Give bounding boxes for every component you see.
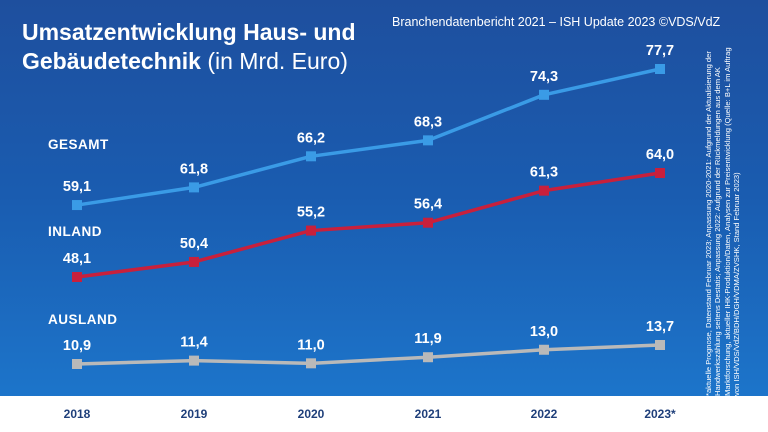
- series-label-gesamt: GESAMT: [48, 137, 109, 152]
- data-point-ausland-0: [72, 359, 82, 369]
- x-tick-label-3: 2021: [415, 407, 442, 421]
- data-label-inland-5: 64,0: [646, 147, 674, 163]
- data-label-gesamt-4: 74,3: [530, 69, 558, 85]
- data-point-inland-0: [72, 272, 82, 282]
- data-label-ausland-2: 11,0: [297, 337, 324, 353]
- chart-title: Umsatzentwicklung Haus- und Gebäudetechn…: [22, 18, 356, 76]
- x-tick-label-2: 2020: [298, 407, 325, 421]
- data-point-ausland-5: [655, 340, 665, 350]
- series-line-ausland: [76, 343, 661, 366]
- data-label-gesamt-0: 59,1: [63, 179, 91, 195]
- data-point-ausland-4: [539, 344, 549, 355]
- x-tick-label-1: 2019: [181, 407, 208, 421]
- data-label-gesamt-1: 61,8: [180, 161, 208, 177]
- title-line-1: Umsatzentwicklung Haus- und: [22, 19, 356, 45]
- data-label-inland-0: 48,1: [63, 251, 91, 267]
- series-line-gesamt: [76, 67, 661, 207]
- x-tick-label-0: 2018: [64, 407, 91, 421]
- data-point-inland-5: [655, 168, 665, 178]
- data-label-ausland-3: 11,9: [414, 331, 441, 347]
- data-label-gesamt-2: 66,2: [297, 130, 325, 146]
- x-axis-band: [0, 396, 768, 432]
- data-label-gesamt-5: 77,7: [646, 43, 674, 59]
- data-point-inland-4: [539, 185, 549, 196]
- series-line-inland: [76, 171, 661, 279]
- x-tick-label-4: 2022: [531, 407, 558, 421]
- data-point-gesamt-3: [423, 135, 433, 146]
- series-label-inland: INLAND: [48, 224, 102, 239]
- data-point-inland-2: [306, 225, 316, 236]
- data-point-inland-1: [189, 256, 199, 267]
- data-point-ausland-1: [189, 355, 199, 366]
- title-unit: (in Mrd. Euro): [200, 48, 348, 74]
- data-label-gesamt-3: 68,3: [414, 114, 442, 130]
- data-label-inland-3: 56,4: [414, 197, 442, 213]
- series-label-ausland: AUSLAND: [48, 312, 118, 327]
- data-label-ausland-4: 13,0: [530, 324, 558, 340]
- data-point-gesamt-5: [655, 64, 665, 74]
- data-point-gesamt-2: [306, 151, 316, 162]
- data-point-inland-3: [423, 217, 433, 228]
- data-label-inland-4: 61,3: [530, 165, 558, 181]
- data-point-gesamt-4: [539, 89, 549, 100]
- title-line-2: Gebäudetechnik: [22, 48, 201, 74]
- data-label-inland-2: 55,2: [297, 205, 325, 221]
- source-credit: Branchendatenbericht 2021 – ISH Update 2…: [392, 15, 721, 29]
- data-point-ausland-2: [306, 358, 316, 369]
- data-point-gesamt-1: [189, 182, 199, 193]
- data-label-ausland-5: 13,7: [646, 319, 674, 335]
- data-point-gesamt-0: [72, 200, 82, 211]
- data-label-ausland-1: 11,4: [180, 335, 207, 351]
- x-tick-label-5: 2023*: [644, 407, 676, 421]
- data-label-ausland-0: 10,9: [63, 338, 91, 354]
- data-label-inland-1: 50,4: [180, 236, 208, 252]
- data-point-ausland-3: [423, 352, 433, 363]
